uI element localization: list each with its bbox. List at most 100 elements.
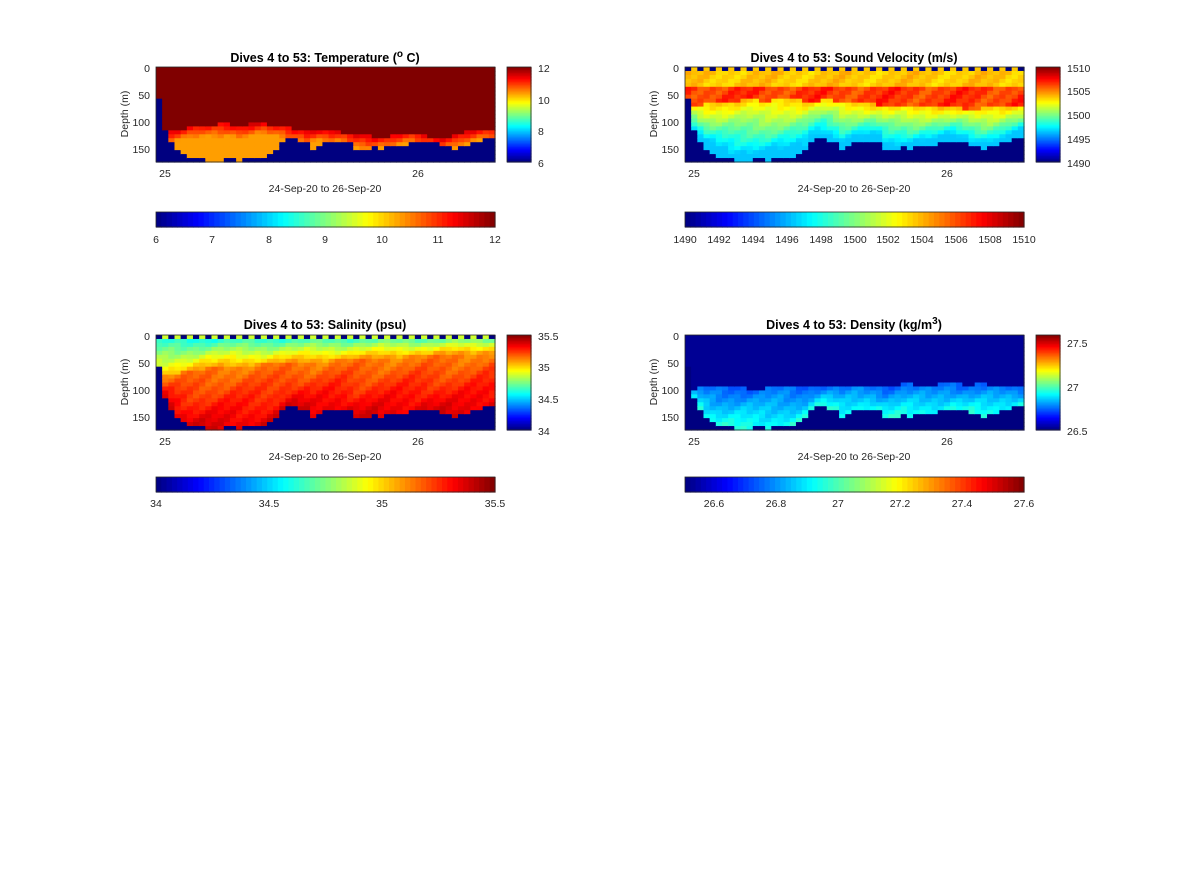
heatmap-cell [254, 398, 262, 403]
colorbar-tick-label: 1490 [1067, 158, 1091, 170]
heatmap-cell [303, 358, 311, 364]
heatmap-cell [433, 150, 441, 155]
heatmap-cell [777, 114, 785, 120]
heatmap-cell [334, 158, 342, 163]
heatmap-cell [223, 90, 231, 96]
heatmap-cell [851, 102, 859, 108]
heatmap-cell [857, 114, 865, 120]
heatmap-cell [279, 374, 287, 380]
heatmap-cell [721, 134, 729, 139]
colorbar-tick-label: 1505 [1067, 86, 1091, 98]
colorbar-swatch [277, 212, 284, 228]
heatmap-cell [303, 98, 311, 104]
heatmap-cell [802, 86, 809, 92]
heatmap-cell [888, 134, 896, 139]
heatmap-cell [365, 78, 373, 84]
heatmap-cell [721, 82, 729, 88]
heatmap-cell [715, 422, 723, 427]
heatmap-cell [691, 386, 698, 392]
heatmap-cell [279, 74, 287, 80]
heatmap-cell [962, 142, 970, 147]
heatmap-cell [691, 370, 698, 376]
colorbar-swatch [399, 477, 406, 493]
heatmap-cell [709, 94, 717, 100]
heatmap-cell [697, 74, 705, 80]
colorbar-swatch [743, 212, 750, 228]
heatmap-cell [1011, 114, 1019, 120]
heatmap-cell [746, 94, 754, 100]
heatmap-cell [697, 390, 705, 395]
heatmap-cell [205, 342, 213, 348]
heatmap-cell [488, 138, 496, 143]
heatmap-cell [421, 370, 428, 376]
heatmap-cell [703, 102, 711, 108]
heatmap-cell [808, 350, 816, 356]
heatmap-cell [316, 146, 324, 151]
heatmap-cell [931, 154, 939, 159]
heatmap-cell [273, 67, 280, 72]
heatmap-cell [229, 350, 237, 356]
heatmap-cell [488, 90, 496, 96]
heatmap-cell [310, 106, 317, 112]
heatmap-cell [433, 158, 441, 163]
heatmap-cell [814, 422, 822, 427]
heatmap-cell [303, 114, 311, 120]
heatmap-cell [845, 146, 853, 151]
heatmap-cell [427, 362, 434, 368]
heatmap-cell [451, 82, 459, 88]
heatmap-cell [987, 67, 994, 72]
heatmap-cell [421, 335, 428, 340]
heatmap-cell [402, 106, 410, 112]
heatmap-cell [390, 386, 397, 392]
heatmap-cell [168, 346, 176, 352]
heatmap-cell [974, 122, 982, 127]
heatmap-cell [328, 106, 336, 112]
heatmap-cell [168, 74, 176, 80]
heatmap-cell [826, 67, 834, 72]
heatmap-cell [229, 426, 237, 431]
heatmap-cell [894, 114, 902, 120]
heatmap-cell [968, 138, 976, 143]
heatmap-cell [353, 354, 360, 360]
heatmap-cell [310, 94, 317, 100]
heatmap-cell [328, 98, 336, 104]
heatmap-cell [168, 70, 176, 76]
colorbar-swatch [507, 348, 532, 351]
heatmap-cell [709, 398, 717, 403]
heatmap-cell [162, 146, 169, 151]
heatmap-cell [950, 150, 957, 155]
colorbar-tick-label: 1492 [707, 234, 731, 246]
heatmap-cell [390, 78, 397, 84]
heatmap-cell [765, 74, 772, 80]
heatmap-cell [685, 154, 692, 159]
heatmap-cell [814, 354, 822, 360]
heatmap-cell [857, 110, 865, 116]
heatmap-cell [186, 346, 194, 352]
colorbar-swatch [716, 212, 723, 228]
heatmap-cell [168, 374, 176, 380]
heatmap-cell [839, 86, 846, 92]
heatmap-cell [205, 426, 213, 431]
colorbar-swatch [507, 142, 532, 145]
heatmap-cell [691, 142, 698, 147]
heatmap-cell [260, 82, 268, 88]
heatmap-cell [1011, 134, 1019, 139]
heatmap-cell [297, 394, 305, 399]
heatmap-cell [999, 70, 1007, 76]
heatmap-cell [876, 102, 883, 108]
heatmap-cell [783, 354, 791, 360]
heatmap-cell [771, 374, 779, 380]
heatmap-cell [303, 102, 311, 108]
heatmap-cell [359, 422, 367, 427]
heatmap-cell [721, 386, 729, 392]
heatmap-cell [242, 138, 250, 143]
heatmap-cell [297, 94, 305, 100]
colorbar-swatch [330, 212, 337, 228]
heatmap-cell [199, 366, 206, 372]
colorbar-swatch [507, 81, 532, 84]
colorbar-swatch [928, 212, 935, 228]
heatmap-cell [266, 358, 274, 364]
heatmap-cell [260, 414, 268, 419]
heatmap-cell [316, 394, 324, 399]
heatmap-cell [789, 98, 797, 104]
